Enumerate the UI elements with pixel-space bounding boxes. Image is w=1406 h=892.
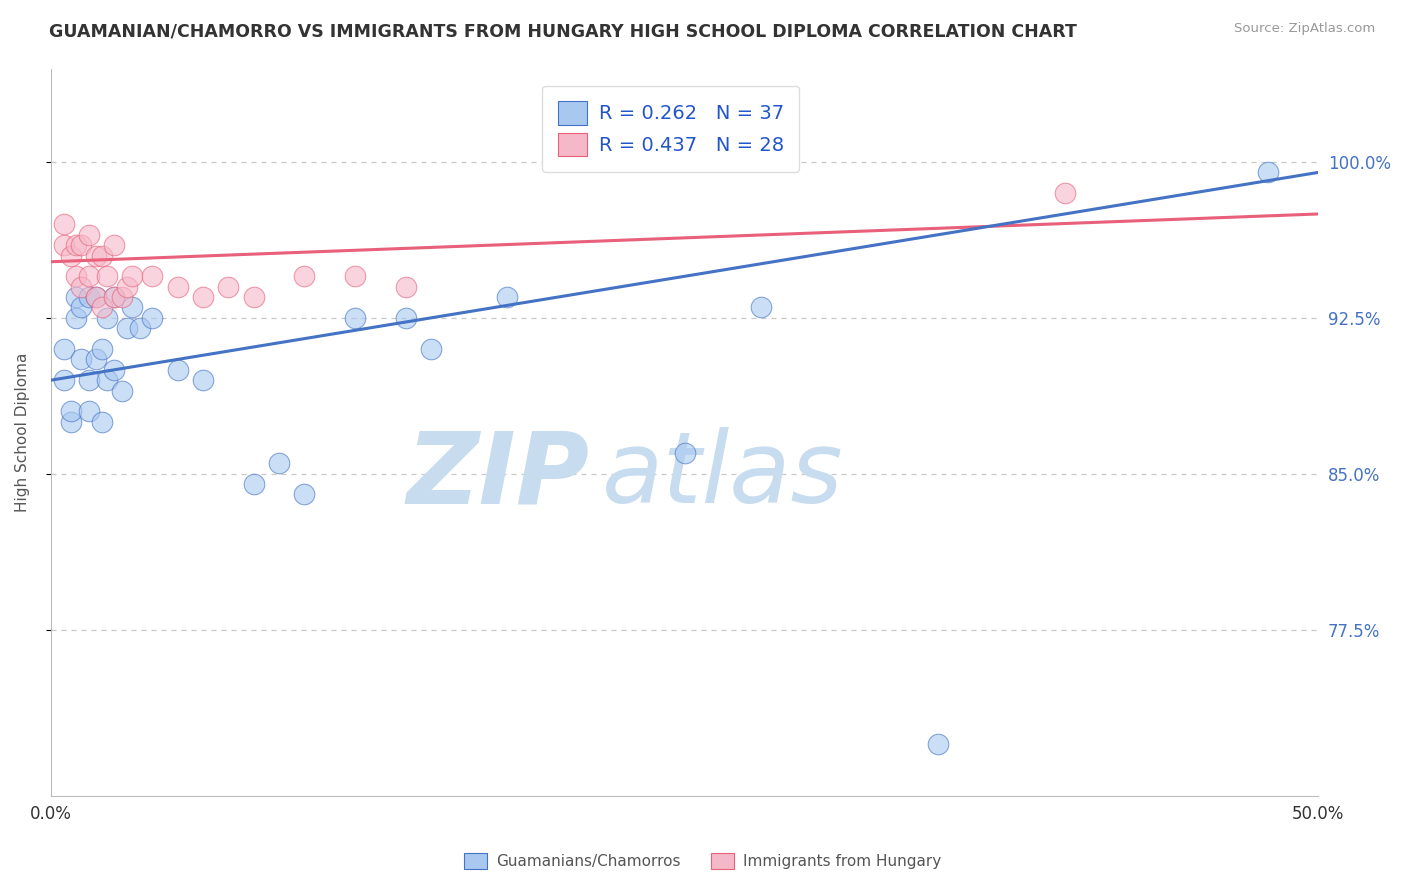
Text: Source: ZipAtlas.com: Source: ZipAtlas.com <box>1234 22 1375 36</box>
Point <box>217 279 239 293</box>
Y-axis label: High School Diploma: High School Diploma <box>15 352 30 512</box>
Point <box>65 269 87 284</box>
Point <box>242 477 264 491</box>
Point <box>52 218 75 232</box>
Point <box>70 279 93 293</box>
Point <box>749 301 772 315</box>
Point <box>65 290 87 304</box>
Point <box>96 373 118 387</box>
Point <box>77 404 100 418</box>
Point <box>395 279 418 293</box>
Point <box>141 269 163 284</box>
Point <box>96 269 118 284</box>
Point <box>242 290 264 304</box>
Point <box>292 487 315 501</box>
Legend: Guamanians/Chamorros, Immigrants from Hungary: Guamanians/Chamorros, Immigrants from Hu… <box>458 847 948 875</box>
Point <box>111 384 134 398</box>
Point <box>77 290 100 304</box>
Point <box>673 446 696 460</box>
Point <box>77 269 100 284</box>
Point <box>344 269 367 284</box>
Point <box>86 290 108 304</box>
Point <box>86 352 108 367</box>
Point <box>77 227 100 242</box>
Point <box>70 352 93 367</box>
Point <box>292 269 315 284</box>
Point <box>60 404 83 418</box>
Legend: R = 0.262   N = 37, R = 0.437   N = 28: R = 0.262 N = 37, R = 0.437 N = 28 <box>543 86 799 172</box>
Point <box>496 290 519 304</box>
Point <box>65 310 87 325</box>
Point <box>115 321 138 335</box>
Point <box>103 363 125 377</box>
Point <box>166 279 188 293</box>
Point <box>70 238 93 252</box>
Point <box>86 290 108 304</box>
Point <box>90 342 112 356</box>
Point <box>111 290 134 304</box>
Point <box>103 290 125 304</box>
Point <box>103 290 125 304</box>
Point <box>267 456 290 470</box>
Point <box>121 269 143 284</box>
Text: atlas: atlas <box>602 427 844 524</box>
Point <box>52 238 75 252</box>
Point <box>52 342 75 356</box>
Point <box>420 342 443 356</box>
Point <box>60 248 83 262</box>
Point <box>191 373 214 387</box>
Point <box>121 301 143 315</box>
Point <box>1257 165 1279 179</box>
Point <box>1053 186 1076 201</box>
Point <box>52 373 75 387</box>
Point <box>86 248 108 262</box>
Point <box>166 363 188 377</box>
Point <box>115 279 138 293</box>
Point <box>96 310 118 325</box>
Point <box>90 415 112 429</box>
Point <box>191 290 214 304</box>
Point <box>103 238 125 252</box>
Point <box>927 737 949 751</box>
Point <box>141 310 163 325</box>
Point <box>344 310 367 325</box>
Point <box>70 301 93 315</box>
Point <box>128 321 150 335</box>
Text: GUAMANIAN/CHAMORRO VS IMMIGRANTS FROM HUNGARY HIGH SCHOOL DIPLOMA CORRELATION CH: GUAMANIAN/CHAMORRO VS IMMIGRANTS FROM HU… <box>49 22 1077 40</box>
Point <box>60 415 83 429</box>
Point <box>65 238 87 252</box>
Point <box>90 301 112 315</box>
Point <box>395 310 418 325</box>
Text: ZIP: ZIP <box>406 427 589 524</box>
Point <box>90 248 112 262</box>
Point <box>77 373 100 387</box>
